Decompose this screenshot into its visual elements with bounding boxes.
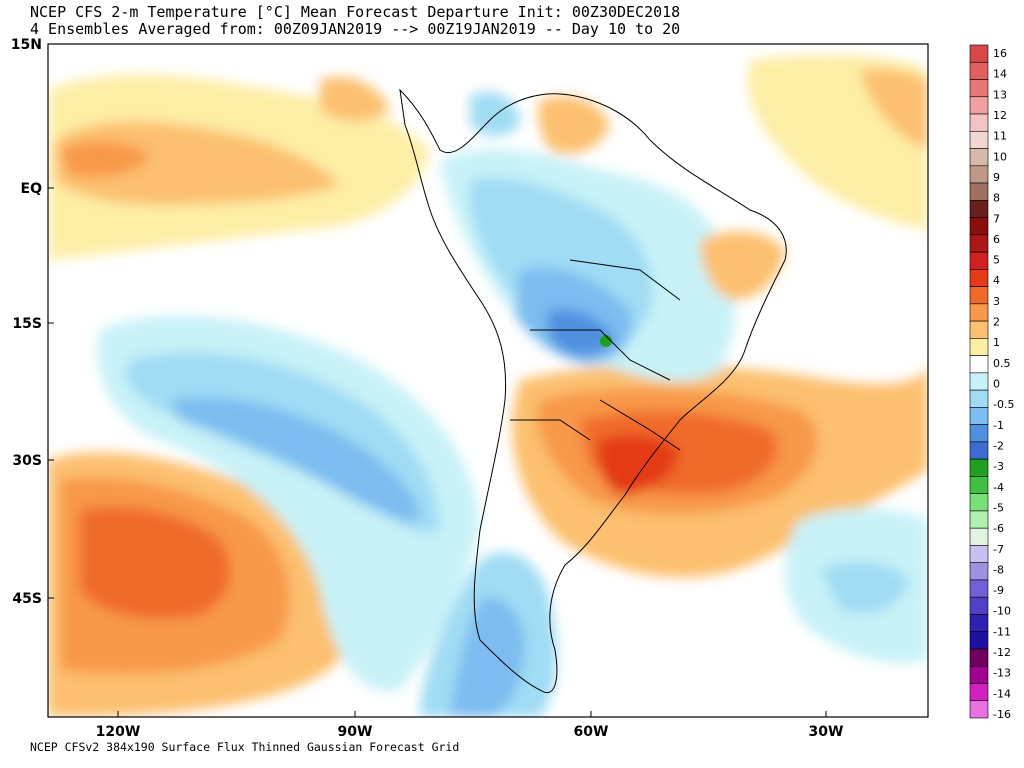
colorbar-swatch-35 [969,648,989,667]
colorbar-label-4: 11 [993,130,1007,143]
colorbar-swatch-23 [969,441,989,460]
colorbar-label-18: -1 [993,419,1004,432]
lat-label-1: EQ [21,181,43,197]
colorbar-swatch-20 [969,389,989,408]
colorbar-label-9: 6 [993,233,1000,246]
lat-label-2: 15S [12,316,42,332]
colorbar-label-2: 13 [993,88,1007,101]
colorbar-label-13: 2 [993,316,1000,329]
lon-label-3: 30W [809,724,844,740]
colorbar-swatch-3 [969,96,989,115]
colorbar-swatch-24 [969,458,989,477]
colorbar-swatch-8 [969,182,989,201]
longitude-labels: 120W 90W 60W 30W [96,711,844,740]
colorbar-swatch-12 [969,251,989,270]
colorbar-label-0: 16 [993,47,1007,60]
colorbar-swatch-4 [969,113,989,132]
temperature-anomaly-field [48,44,928,717]
lon-label-2: 60W [574,724,609,740]
colorbar-swatch-32 [969,596,989,615]
colorbar-swatch-22 [969,424,989,443]
colorbar-label-31: -14 [993,687,1011,700]
colorbar-label-30: -13 [993,667,1011,680]
colorbar-label-32: -16 [993,708,1011,721]
colorbar-swatch-38 [969,700,989,719]
colorbar-label-20: -3 [993,460,1004,473]
colorbar-swatch-2 [969,79,989,98]
colorbar-label-17: -0.5 [993,398,1014,411]
colorbar-label-5: 10 [993,150,1007,163]
colorbar-swatch-0 [969,44,989,63]
colorbar-label-22: -5 [993,501,1004,514]
colorbar-swatch-34 [969,631,989,650]
colorbar-swatch-11 [969,234,989,253]
colorbar-label-10: 5 [993,254,1000,267]
colorbar-swatch-16 [969,320,989,339]
colorbar-swatch-5 [969,130,989,149]
colorbar-label-14: 1 [993,336,1000,349]
colorbar-label-27: -10 [993,605,1011,618]
colorbar-label-1: 14 [993,68,1007,81]
colorbar-swatch-9 [969,200,989,218]
colorbar-label-26: -9 [993,584,1004,597]
colorbar-swatch-33 [969,614,989,633]
map-title-line1: NCEP CFS 2-m Temperature [°C] Mean Forec… [30,3,681,21]
lat-label-4: 45S [12,591,42,607]
colorbar-swatch-19 [969,372,989,391]
colorbar-swatch-36 [969,665,989,684]
colorbar-swatch-18 [969,355,989,374]
lon-label-1: 90W [338,724,373,740]
colorbar-swatch-17 [969,338,989,356]
colorbar-swatches [969,44,989,719]
colorbar-swatch-29 [969,545,989,563]
colorbar-label-25: -8 [993,563,1004,576]
map-title-line2: 4 Ensembles Averaged from: 00Z09JAN2019 … [30,20,681,38]
colorbar-swatch-21 [969,407,989,425]
colorbar-swatch-28 [969,527,989,546]
colorbar-swatch-26 [969,493,989,512]
colorbar-label-11: 4 [993,274,1000,287]
map-frame [47,43,929,718]
colorbar-swatch-14 [969,286,989,305]
colorbar-label-12: 3 [993,295,1000,308]
colorbar-swatch-31 [969,579,989,598]
continent-outline [399,88,787,693]
colorbar-label-24: -7 [993,543,1004,556]
lat-label-0: 15N [11,37,42,53]
latitude-labels: 15N EQ 15S 30S 45S [11,37,54,607]
lon-label-0: 120W [96,724,141,740]
colorbar-label-21: -4 [993,481,1004,494]
colorbar-swatch-6 [969,148,989,167]
colorbar-swatch-13 [969,269,989,287]
colorbar-label-15: 0.5 [993,357,1011,370]
colorbar-swatch-10 [969,217,989,236]
colorbar-swatch-37 [969,683,989,702]
lat-label-3: 30S [12,453,42,469]
colorbar-swatch-7 [969,165,989,184]
colorbar-label-3: 12 [993,109,1007,122]
colorbar-label-29: -12 [993,646,1011,659]
colorbar-label-23: -6 [993,522,1004,535]
colorbar-swatch-1 [969,61,989,80]
colorbar-swatch-27 [969,510,989,529]
grid-caption: NCEP CFSv2 384x190 Surface Flux Thinned … [30,740,460,754]
colorbar-label-28: -11 [993,625,1011,638]
colorbar-swatch-25 [969,476,989,494]
colorbar-label-6: 9 [993,171,1000,184]
colorbar-swatch-15 [969,303,989,322]
colorbar-label-7: 8 [993,192,1000,205]
colorbar-label-8: 7 [993,212,1000,225]
colorbar-labels: 16 14 13 12 11 10 9 8 7 6 5 4 3 2 1 0.5 0 -0.5 -1 -2 -3 -4 -5 -… [993,47,1014,721]
colorbar-swatch-30 [969,562,989,581]
colorbar-label-16: 0 [993,378,1000,391]
colorbar-label-19: -2 [993,439,1004,452]
